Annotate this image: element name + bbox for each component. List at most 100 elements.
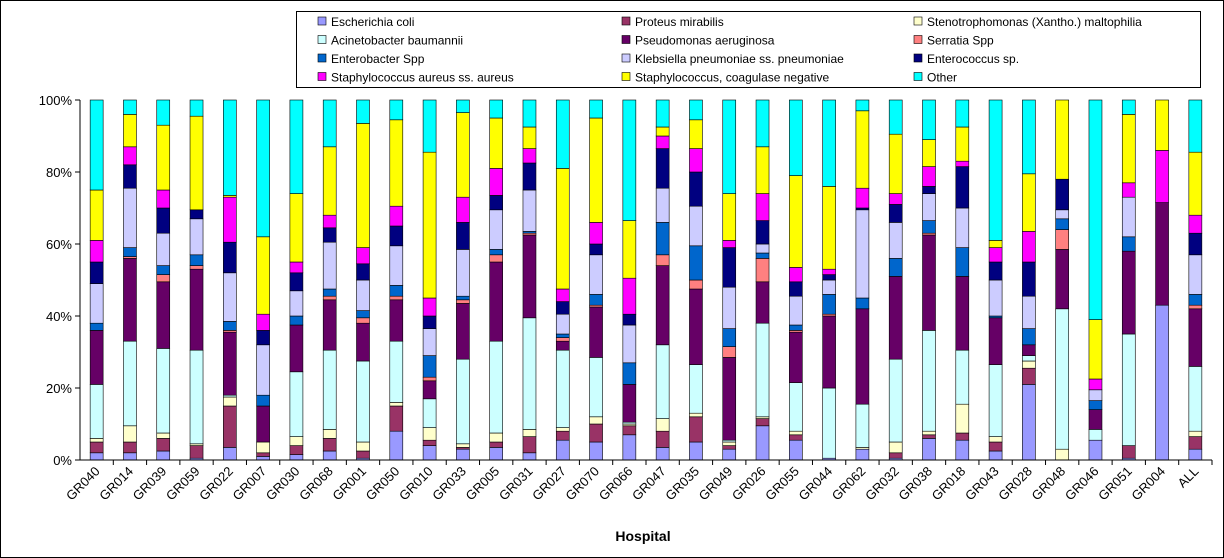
bar-segment [888,441,903,454]
y-tick-label: 60% [46,237,72,252]
bar-segment [655,148,670,189]
bar-segment [123,340,137,427]
bar-segment [522,148,537,164]
bar-segment [1022,360,1036,369]
bar-segment [189,265,204,270]
bar-segment [223,321,237,331]
legend-label: Acinetobacter baumannii [331,34,463,48]
bar-segment [1121,236,1136,252]
legend-label: Klebsiella pneumoniae ss. pneumoniae [635,52,844,66]
bar-segment [89,240,104,263]
bar-segment [555,349,570,428]
bar-segment [123,425,137,443]
bar-segment [789,99,803,176]
bar-segment [322,214,337,229]
bar-segment [988,240,1003,248]
bar-segment [356,360,370,443]
bar-segment [422,427,437,441]
bar-segment [522,126,537,149]
bar-segment [356,317,370,324]
bar-segment [1155,150,1169,203]
bar-segment [855,209,870,299]
bar-segment [289,193,304,263]
bar-segment [955,207,970,248]
bar-segment [589,222,603,245]
bar-segment [755,243,770,254]
bar-segment [522,99,537,128]
bar-segment [422,151,437,299]
bar-segment [955,99,970,128]
bar-segment [655,447,670,461]
bar-segment [689,119,703,149]
bar-segment [555,168,570,290]
bar-segment [1121,333,1136,446]
bar-segment [256,452,270,457]
bar-segment [389,245,404,286]
bar-segment [1088,400,1103,410]
bar-segment [123,247,137,257]
bar-segment [156,348,171,434]
y-tick-label: 0% [53,453,72,468]
y-tick-label: 20% [46,381,72,396]
bar-segment [622,362,637,385]
bar-segment [389,295,404,301]
bar-segment [622,313,637,326]
bar-segment [689,441,703,461]
legend-swatch [621,16,631,26]
bar-segment [1155,304,1169,461]
bar-segment [789,331,803,383]
bar-segment [189,115,204,211]
bar-segment [955,276,970,351]
bar-segment [489,195,503,211]
bar-segment [1121,99,1136,115]
bar-segment [489,168,503,196]
bar-segment [888,258,903,277]
bar-segment [322,450,337,461]
bar-segment [156,99,171,126]
bar-segment [89,441,104,454]
bar-segment [1022,99,1036,175]
bar-segment [322,227,337,243]
bar-segment [1155,99,1169,151]
bar-segment [1188,308,1203,367]
bar-segment [689,412,703,418]
legend-swatch [317,16,327,26]
bar-segment [755,322,770,418]
bar-segment [189,209,204,220]
bar-segment [722,99,737,194]
bar-segment [922,166,936,187]
bar-segment [489,447,503,461]
bar-segment [156,450,171,461]
bar-segment [256,456,270,461]
bar-segment [389,285,404,297]
bar-segment [223,99,237,196]
bar-segment [789,434,803,441]
bar-segment [322,146,337,216]
bar-segment [988,436,1003,443]
bar-segment [589,294,603,306]
bar-segment [422,297,437,317]
bar-segment [123,114,137,148]
bar-segment [1022,261,1036,297]
bar-segment [789,175,803,268]
legend-label: Pseudomonas aeruginosa [635,34,775,48]
bar-segment [223,447,237,461]
bar-segment [922,186,936,194]
legend-label: Stenotrophomonas (Xantho.) maltophilia [927,15,1142,29]
bar-segment [855,297,870,310]
bar-segment [855,308,870,405]
bar-segment [955,403,970,434]
bar-segment [822,274,836,281]
bar-segment [755,281,770,324]
bar-segment [555,313,570,335]
bar-segment [555,288,570,302]
bar-segment [123,441,137,454]
bar-segment [89,322,104,331]
bar-segment [988,99,1003,241]
bar-segment [655,222,670,256]
bar-segment [422,380,437,400]
bar-segment [955,160,970,167]
legend-label: Enterobacter Spp [331,52,425,66]
bar-segment [389,430,404,461]
